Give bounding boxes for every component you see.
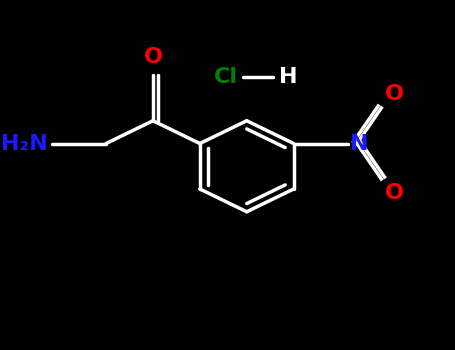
Text: H: H bbox=[279, 67, 297, 87]
Text: H₂N: H₂N bbox=[1, 133, 48, 154]
Text: O: O bbox=[385, 183, 404, 203]
Text: O: O bbox=[385, 84, 404, 104]
Text: O: O bbox=[143, 47, 162, 67]
Text: Cl: Cl bbox=[213, 67, 238, 87]
Text: N: N bbox=[349, 133, 368, 154]
